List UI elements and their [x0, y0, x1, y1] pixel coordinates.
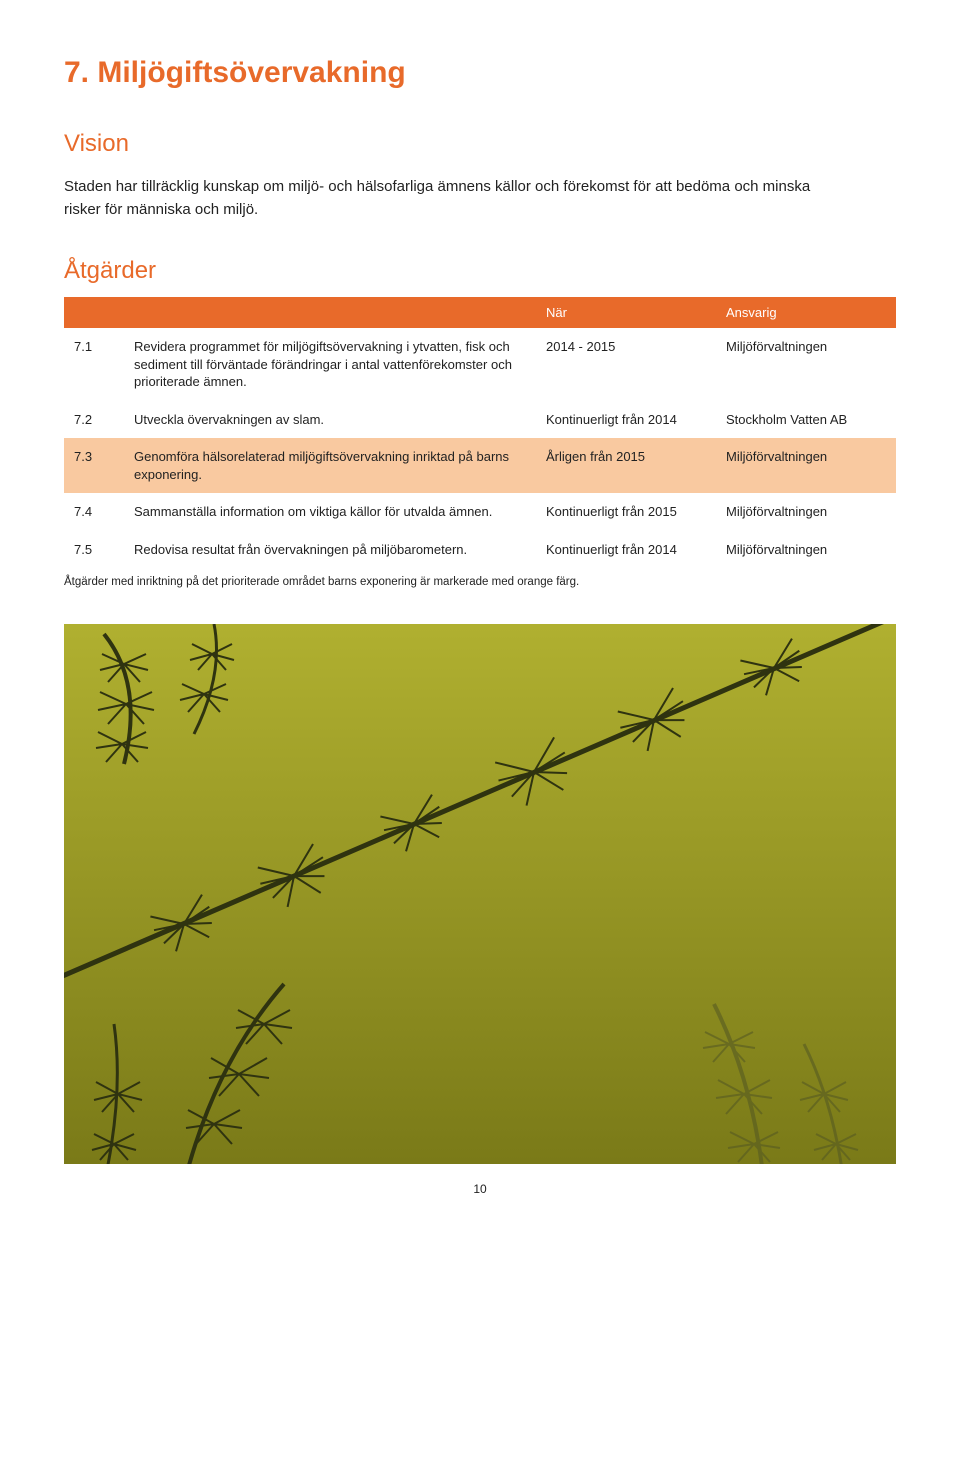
- table-row: 7.5 Redovisa resultat från övervakningen…: [64, 531, 896, 569]
- cell-num: 7.5: [64, 531, 124, 569]
- col-header-num: [64, 297, 124, 328]
- vision-heading: Vision: [64, 130, 896, 158]
- cell-who: Miljöförvaltningen: [716, 531, 896, 569]
- section-title: 7. Miljögiftsövervakning: [64, 56, 896, 90]
- actions-footnote: Åtgärder med inriktning på det prioriter…: [64, 576, 896, 588]
- cell-when: Kontinuerligt från 2014: [536, 531, 716, 569]
- cell-who: Miljöförvaltningen: [716, 493, 896, 531]
- cell-when: Kontinuerligt från 2015: [536, 493, 716, 531]
- actions-heading: Åtgärder: [64, 257, 896, 285]
- cell-num: 7.2: [64, 401, 124, 439]
- cell-num: 7.1: [64, 328, 124, 401]
- cell-who: Miljöförvaltningen: [716, 438, 896, 493]
- col-header-who: Ansvarig: [716, 297, 896, 328]
- cell-who: Miljöförvaltningen: [716, 328, 896, 401]
- table-row: 7.4 Sammanställa information om viktiga …: [64, 493, 896, 531]
- cell-num: 7.4: [64, 493, 124, 531]
- actions-table: När Ansvarig 7.1 Revidera programmet för…: [64, 297, 896, 568]
- table-row: 7.3 Genomföra hälsorelaterad miljögiftsö…: [64, 438, 896, 493]
- table-header-row: När Ansvarig: [64, 297, 896, 328]
- cell-desc: Sammanställa information om viktiga käll…: [124, 493, 536, 531]
- cell-desc: Redovisa resultat från övervakningen på …: [124, 531, 536, 569]
- cell-desc: Utveckla övervakningen av slam.: [124, 401, 536, 439]
- cell-when: 2014 - 2015: [536, 328, 716, 401]
- page-number: 10: [64, 1182, 896, 1196]
- col-header-when: När: [536, 297, 716, 328]
- vision-text: Staden har tillräcklig kunskap om miljö-…: [64, 176, 824, 221]
- cell-desc: Genomföra hälsorelaterad miljögiftsöverv…: [124, 438, 536, 493]
- table-row: 7.1 Revidera programmet för miljögiftsöv…: [64, 328, 896, 401]
- table-row: 7.2 Utveckla övervakningen av slam. Kont…: [64, 401, 896, 439]
- cell-desc: Revidera programmet för miljögiftsöverva…: [124, 328, 536, 401]
- cell-num: 7.3: [64, 438, 124, 493]
- col-header-desc: [124, 297, 536, 328]
- underwater-photo: [64, 624, 896, 1164]
- cell-who: Stockholm Vatten AB: [716, 401, 896, 439]
- cell-when: Kontinuerligt från 2014: [536, 401, 716, 439]
- cell-when: Årligen från 2015: [536, 438, 716, 493]
